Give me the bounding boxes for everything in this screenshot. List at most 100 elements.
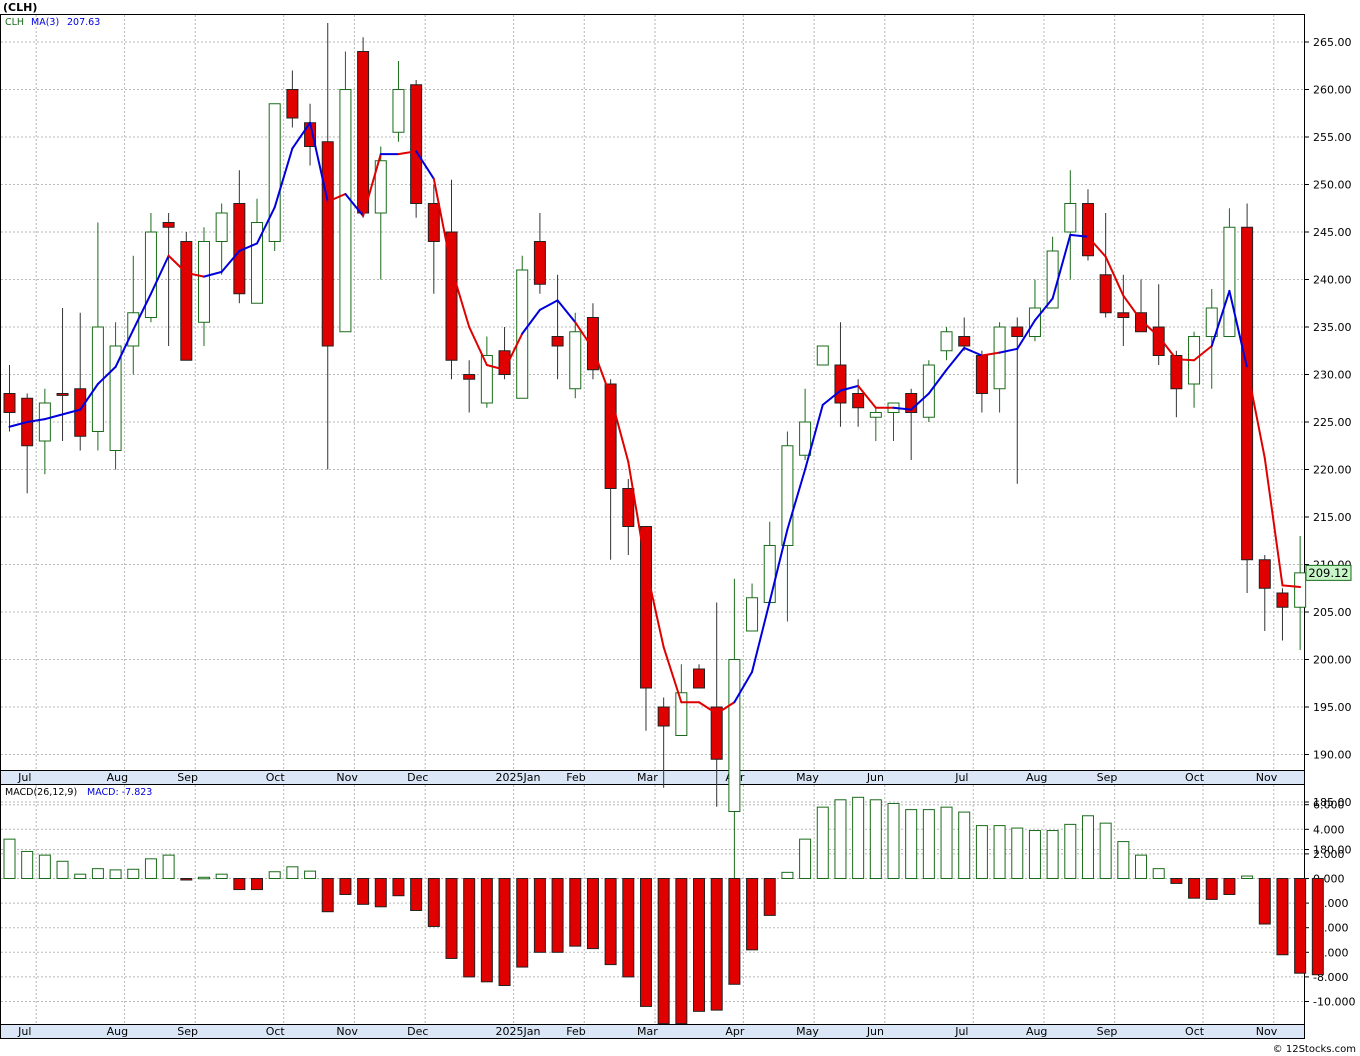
macd-bar bbox=[109, 869, 122, 880]
candle bbox=[1099, 213, 1112, 318]
candle-body bbox=[445, 231, 458, 361]
ma-legend-label: MA(3) bbox=[31, 17, 59, 28]
macd-bar bbox=[1099, 822, 1112, 880]
ma-segment bbox=[344, 193, 365, 217]
macd-bar bbox=[1046, 830, 1059, 880]
ma-segment bbox=[273, 147, 294, 209]
ma-segment bbox=[415, 150, 435, 180]
price-y-tick-label: 180.00 bbox=[1313, 844, 1352, 857]
ma-segment bbox=[556, 299, 577, 324]
macd-x-axis-band bbox=[0, 1024, 1305, 1039]
candle bbox=[1223, 208, 1236, 337]
candle-body bbox=[958, 336, 971, 347]
ma-segment bbox=[114, 328, 135, 368]
macd-x-tick-label: 2025Jan bbox=[496, 1025, 541, 1038]
macd-bar bbox=[533, 878, 546, 953]
price-x-tick-label: Jul bbox=[17, 771, 31, 784]
macd-bar bbox=[693, 878, 706, 1012]
price-x-tick-label: Oct bbox=[1185, 771, 1205, 784]
macd-bar bbox=[321, 878, 334, 913]
ma-segment bbox=[821, 389, 842, 406]
macd-x-tick-label: Jul bbox=[17, 1025, 31, 1038]
macd-bar bbox=[38, 854, 51, 880]
candle bbox=[1205, 289, 1218, 389]
candle-body bbox=[321, 141, 334, 347]
macd-bar bbox=[940, 806, 953, 879]
macd-bar bbox=[1135, 854, 1148, 880]
macd-bar bbox=[675, 878, 688, 1025]
macd-bar bbox=[551, 878, 564, 953]
candle-body bbox=[728, 659, 741, 812]
macd-x-tick-label: Aug bbox=[1026, 1025, 1047, 1038]
candle bbox=[622, 479, 635, 555]
candle-body bbox=[1135, 312, 1148, 333]
candle bbox=[1258, 555, 1271, 631]
candle bbox=[463, 360, 476, 413]
candle bbox=[1170, 350, 1183, 418]
candle-body bbox=[763, 545, 776, 603]
candle-body bbox=[1223, 226, 1236, 337]
macd-bar bbox=[215, 873, 228, 880]
macd-bar bbox=[922, 809, 935, 879]
price-y-tick-label: 205.00 bbox=[1313, 606, 1352, 619]
macd-bar bbox=[763, 878, 776, 916]
macd-x-tick-label: Jul bbox=[954, 1025, 968, 1038]
candle-body bbox=[852, 393, 865, 409]
ma-segment bbox=[627, 460, 647, 569]
ma-segment bbox=[1228, 289, 1249, 369]
ma-segment bbox=[1051, 233, 1072, 300]
candle bbox=[1241, 203, 1254, 593]
moving-average-line bbox=[8, 121, 1302, 715]
candle bbox=[144, 213, 157, 323]
candle-body bbox=[56, 393, 69, 396]
macd-legend-label: MACD(26,12,9) bbox=[5, 787, 77, 798]
candle-body bbox=[1099, 274, 1112, 314]
macd-y-tick-label: 4.000 bbox=[1313, 823, 1345, 836]
ma-segment bbox=[1246, 366, 1266, 460]
macd-x-tick-label: Sep bbox=[177, 1025, 198, 1038]
candle bbox=[339, 51, 352, 333]
price-y-tick-label: 260.00 bbox=[1313, 84, 1352, 97]
macd-bar bbox=[144, 858, 157, 880]
macd-bar bbox=[74, 873, 87, 880]
candle-body bbox=[74, 388, 87, 437]
candle bbox=[3, 365, 16, 432]
ma-segment bbox=[768, 528, 789, 603]
macd-x-tick-label: Oct bbox=[1185, 1025, 1205, 1038]
candle-body bbox=[922, 364, 935, 418]
ma-segment bbox=[945, 346, 966, 371]
ma-segment bbox=[256, 206, 276, 245]
macd-legend-value: MACD: -7.823 bbox=[87, 787, 152, 798]
price-x-tick-label: Dec bbox=[407, 771, 428, 784]
ma-segment bbox=[609, 395, 630, 463]
candle bbox=[551, 274, 564, 380]
ma-segment bbox=[96, 365, 117, 385]
ma-segment bbox=[786, 468, 807, 531]
ma-segment bbox=[79, 383, 99, 411]
ma-segment bbox=[892, 406, 913, 411]
chart-title: (CLH) bbox=[3, 1, 37, 14]
macd-bar bbox=[445, 878, 458, 959]
candle bbox=[1081, 189, 1094, 261]
macd-bar bbox=[1081, 815, 1094, 880]
candle-body bbox=[1294, 572, 1307, 608]
macd-bar bbox=[834, 799, 847, 880]
ma-segment bbox=[61, 408, 82, 416]
macd-bar bbox=[1028, 830, 1041, 880]
ma-segment bbox=[26, 418, 46, 423]
ma-segment bbox=[927, 368, 948, 395]
ma-segment bbox=[397, 150, 418, 156]
candle-body bbox=[357, 51, 370, 214]
macd-bar bbox=[1011, 827, 1024, 880]
ma-segment bbox=[1140, 319, 1160, 338]
candle bbox=[604, 379, 617, 560]
candle-body bbox=[1117, 312, 1130, 318]
ma-segment bbox=[132, 292, 152, 331]
candle-body bbox=[427, 203, 440, 242]
last-price-tag: 209.12 bbox=[1305, 564, 1352, 581]
macd-bar bbox=[463, 878, 476, 978]
macd-bar bbox=[604, 878, 617, 966]
ma-segment bbox=[662, 646, 683, 704]
candle-body bbox=[215, 212, 228, 242]
